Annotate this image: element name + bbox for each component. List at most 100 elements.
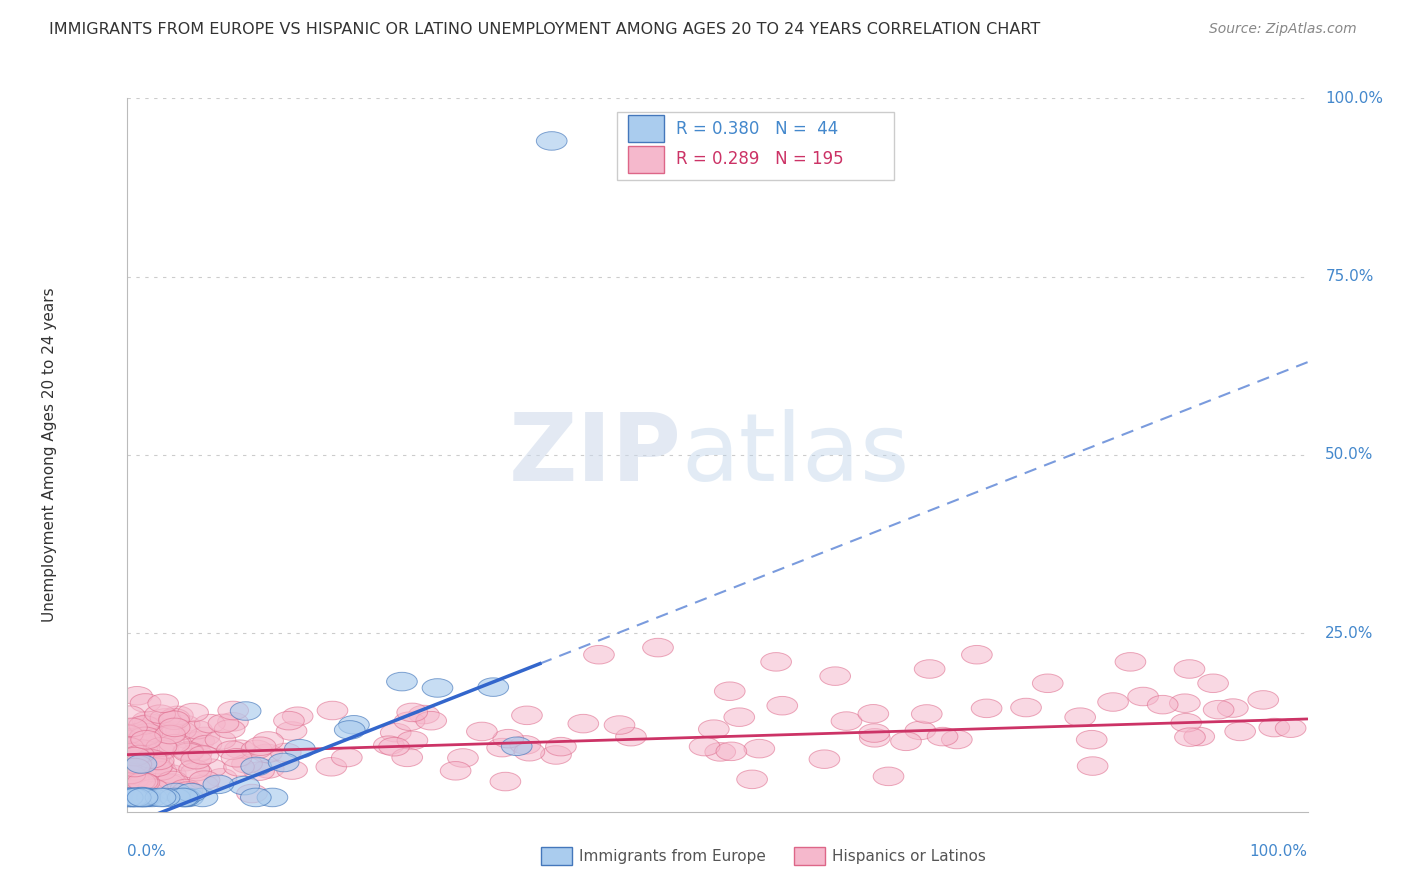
Circle shape (583, 646, 614, 664)
Circle shape (179, 760, 209, 779)
Circle shape (316, 757, 347, 776)
Circle shape (112, 737, 143, 756)
Circle shape (120, 740, 150, 759)
Circle shape (121, 739, 152, 758)
Circle shape (486, 739, 517, 757)
Text: 100.0%: 100.0% (1250, 844, 1308, 859)
Circle shape (145, 705, 176, 723)
Circle shape (1174, 660, 1205, 678)
Circle shape (139, 752, 169, 771)
Circle shape (169, 715, 200, 734)
Circle shape (121, 789, 152, 806)
Circle shape (157, 772, 188, 789)
Circle shape (131, 694, 160, 712)
Circle shape (155, 718, 186, 737)
Circle shape (221, 748, 252, 767)
Circle shape (142, 758, 172, 776)
Circle shape (173, 789, 204, 806)
Circle shape (160, 783, 191, 802)
Circle shape (224, 757, 254, 776)
Circle shape (942, 731, 972, 748)
Circle shape (335, 721, 366, 739)
Circle shape (240, 757, 271, 776)
Circle shape (169, 789, 200, 806)
Circle shape (118, 770, 149, 789)
Circle shape (117, 755, 148, 773)
Circle shape (127, 788, 157, 805)
Circle shape (231, 702, 262, 721)
Circle shape (173, 731, 204, 748)
Circle shape (115, 739, 146, 757)
Circle shape (1098, 693, 1129, 711)
Text: Unemployment Among Ages 20 to 24 years: Unemployment Among Ages 20 to 24 years (42, 287, 58, 623)
Circle shape (128, 726, 159, 745)
Circle shape (112, 789, 143, 806)
Text: Hispanics or Latinos: Hispanics or Latinos (832, 849, 986, 863)
Circle shape (1032, 674, 1063, 692)
Circle shape (737, 770, 768, 789)
Circle shape (131, 731, 162, 749)
Circle shape (332, 748, 363, 767)
Circle shape (173, 742, 204, 760)
Text: Source: ZipAtlas.com: Source: ZipAtlas.com (1209, 22, 1357, 37)
Circle shape (118, 762, 149, 780)
Circle shape (136, 749, 167, 768)
Circle shape (129, 715, 159, 734)
Circle shape (153, 774, 184, 793)
Circle shape (138, 764, 169, 781)
Circle shape (214, 720, 245, 739)
Circle shape (112, 783, 143, 802)
Circle shape (114, 744, 145, 763)
Circle shape (117, 765, 148, 783)
Circle shape (194, 714, 225, 733)
Circle shape (536, 132, 567, 150)
Circle shape (121, 729, 152, 747)
Circle shape (122, 769, 153, 788)
Circle shape (128, 736, 159, 755)
Circle shape (859, 729, 890, 747)
Circle shape (1077, 731, 1107, 749)
Circle shape (190, 727, 219, 746)
Circle shape (118, 789, 148, 806)
Circle shape (156, 764, 186, 783)
Circle shape (808, 750, 839, 768)
Circle shape (1171, 714, 1202, 732)
Circle shape (177, 703, 208, 722)
Circle shape (502, 737, 531, 756)
Circle shape (491, 772, 520, 791)
Circle shape (766, 697, 797, 715)
Circle shape (1147, 696, 1178, 714)
Circle shape (114, 741, 145, 760)
Circle shape (128, 742, 157, 760)
Circle shape (132, 711, 163, 730)
Circle shape (115, 742, 146, 760)
Circle shape (276, 722, 307, 740)
Circle shape (184, 731, 215, 750)
Circle shape (132, 789, 162, 806)
Circle shape (120, 724, 150, 743)
Circle shape (128, 789, 157, 806)
Circle shape (541, 746, 571, 764)
Circle shape (217, 741, 247, 759)
Circle shape (218, 713, 249, 731)
Circle shape (124, 746, 155, 764)
Circle shape (148, 694, 179, 713)
Circle shape (392, 748, 423, 766)
Text: Immigrants from Europe: Immigrants from Europe (579, 849, 766, 863)
Circle shape (121, 755, 152, 773)
Circle shape (181, 750, 211, 769)
Circle shape (121, 744, 152, 763)
Circle shape (232, 755, 263, 773)
Circle shape (269, 753, 299, 772)
Circle shape (112, 730, 143, 748)
Circle shape (169, 753, 200, 771)
Circle shape (159, 789, 190, 806)
Circle shape (208, 714, 239, 732)
Circle shape (704, 743, 735, 761)
Circle shape (169, 789, 200, 806)
Circle shape (149, 722, 180, 740)
Circle shape (689, 738, 720, 756)
Circle shape (243, 762, 274, 780)
Circle shape (207, 769, 236, 787)
Circle shape (416, 712, 447, 730)
